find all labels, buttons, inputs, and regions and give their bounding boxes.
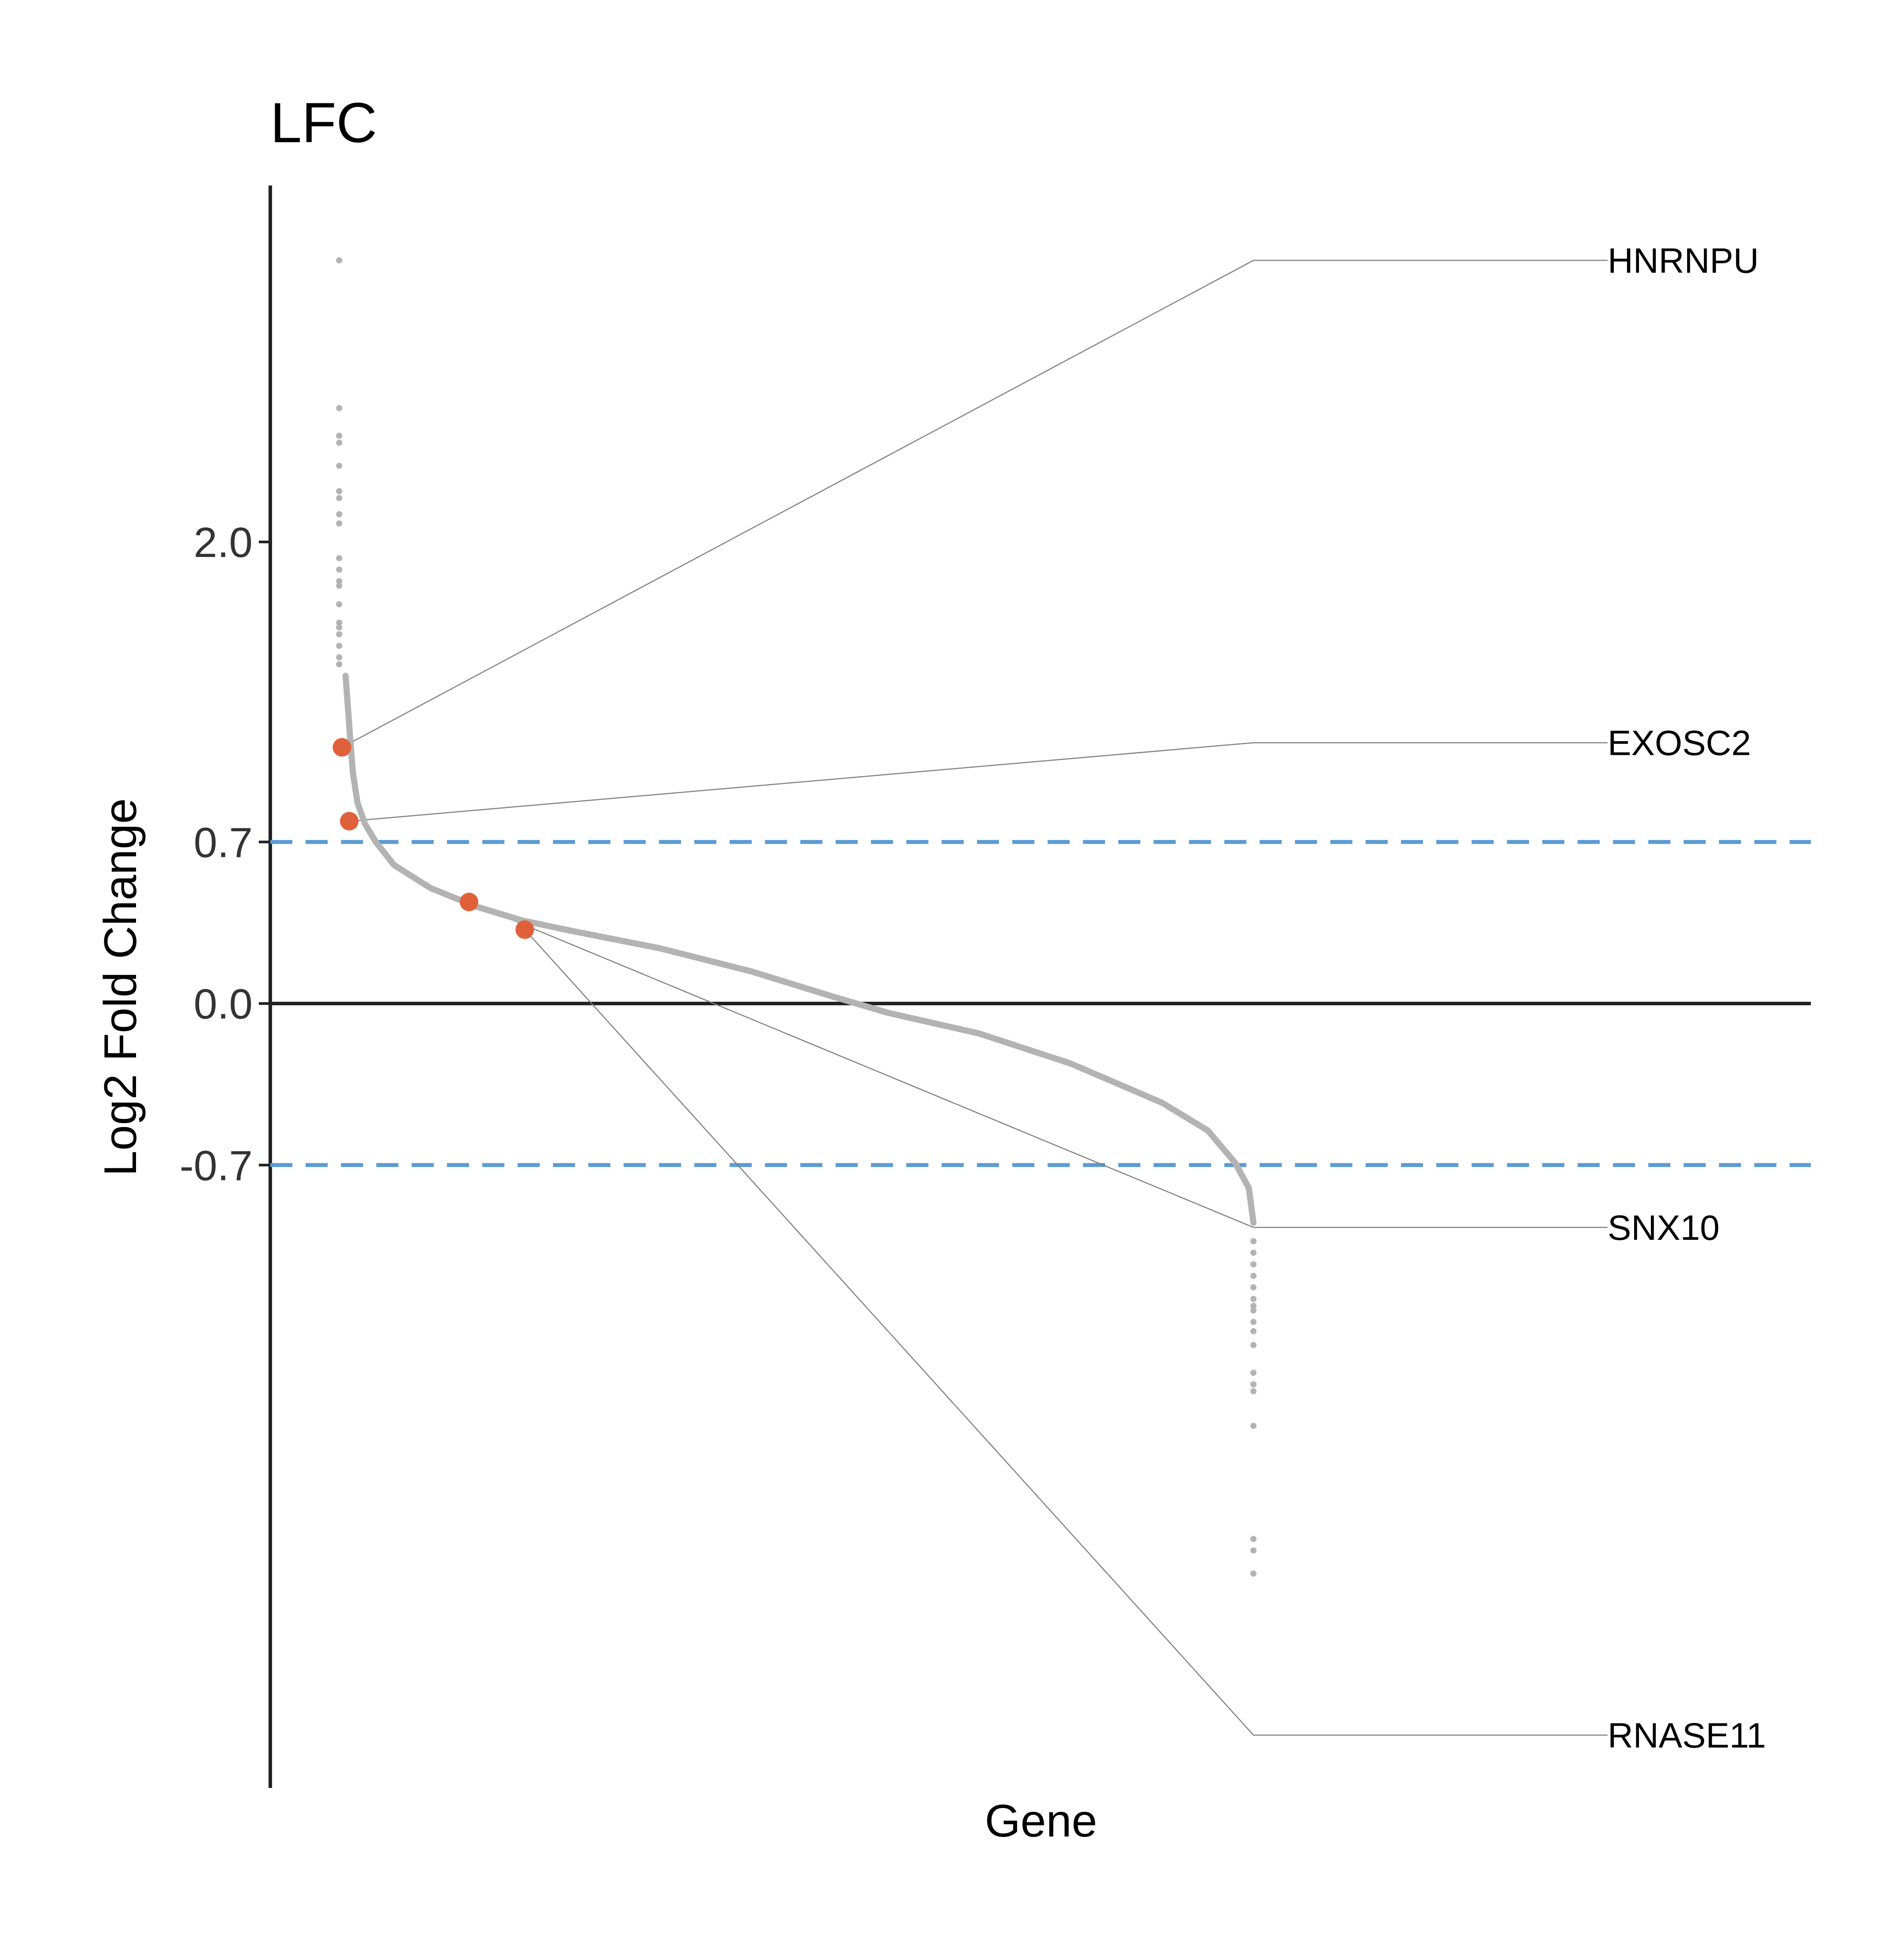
plot-area: 2.0 0.7 0.0 -0.7 HNRNPU EXOSC2 SNX10 RNASE11 — [180, 186, 1811, 1788]
outlier-point — [1250, 1307, 1257, 1314]
outlier-point — [336, 624, 342, 631]
outlier-point — [1250, 1273, 1257, 1279]
outlier-point — [336, 257, 342, 264]
outlier-point — [336, 462, 342, 469]
outlier-point — [1250, 1536, 1257, 1542]
outlier-point — [336, 495, 342, 501]
y-tick-label: 2.0 — [194, 519, 253, 566]
outlier-point — [336, 520, 342, 527]
highlighted-point — [515, 920, 534, 939]
outlier-point — [336, 566, 342, 573]
outlier-point — [1250, 1342, 1257, 1348]
outlier-point — [1250, 1370, 1257, 1376]
outlier-point — [336, 488, 342, 495]
outlier-point — [1250, 1319, 1257, 1326]
y-tick-label: 0.7 — [194, 819, 253, 866]
highlighted-point — [340, 812, 359, 831]
outlier-point — [1250, 1328, 1257, 1334]
connector-line — [341, 260, 1608, 748]
outlier-point — [336, 643, 342, 649]
outlier-point — [1250, 1388, 1257, 1394]
outlier-point — [1250, 1284, 1257, 1291]
outlier-point — [336, 555, 342, 561]
outlier-point — [336, 511, 342, 518]
outlier-point — [1250, 1423, 1257, 1429]
outlier-point — [336, 583, 342, 589]
y-axis-title: Log2 Fold Change — [95, 798, 146, 1176]
outlier-point — [1250, 1547, 1257, 1554]
highlighted-point — [459, 893, 478, 912]
outlier-point — [336, 654, 342, 661]
outlier-point — [336, 661, 342, 667]
outlier-point — [1250, 1303, 1257, 1309]
gene-label: RNASE11 — [1608, 1716, 1766, 1755]
outlier-point — [336, 439, 342, 446]
y-tick-label: -0.7 — [180, 1142, 253, 1189]
outlier-point — [336, 619, 342, 626]
outlier-point — [1250, 1261, 1257, 1268]
y-tick-label: 0.0 — [194, 981, 253, 1028]
connector-line — [349, 742, 1608, 822]
outlier-point — [336, 578, 342, 584]
connector-line — [469, 901, 1608, 1228]
gene-label: SNX10 — [1608, 1208, 1719, 1247]
connector-line — [524, 929, 1608, 1736]
outlier-point — [1250, 1381, 1257, 1388]
lfc-curve — [342, 673, 1257, 1226]
outlier-point — [336, 631, 342, 637]
outlier-point — [336, 601, 342, 608]
x-axis-title: Gene — [985, 1795, 1097, 1847]
outlier-point — [336, 432, 342, 439]
outlier-point — [1250, 1570, 1257, 1577]
gene-label: HNRNPU — [1608, 241, 1759, 280]
highlighted-point — [333, 738, 352, 757]
gene-label: EXOSC2 — [1608, 723, 1751, 763]
outlier-point — [336, 405, 342, 411]
chart-title: LFC — [270, 91, 377, 155]
outlier-point — [1250, 1295, 1257, 1302]
outlier-point — [1250, 1250, 1257, 1256]
outlier-point — [1250, 1238, 1257, 1245]
